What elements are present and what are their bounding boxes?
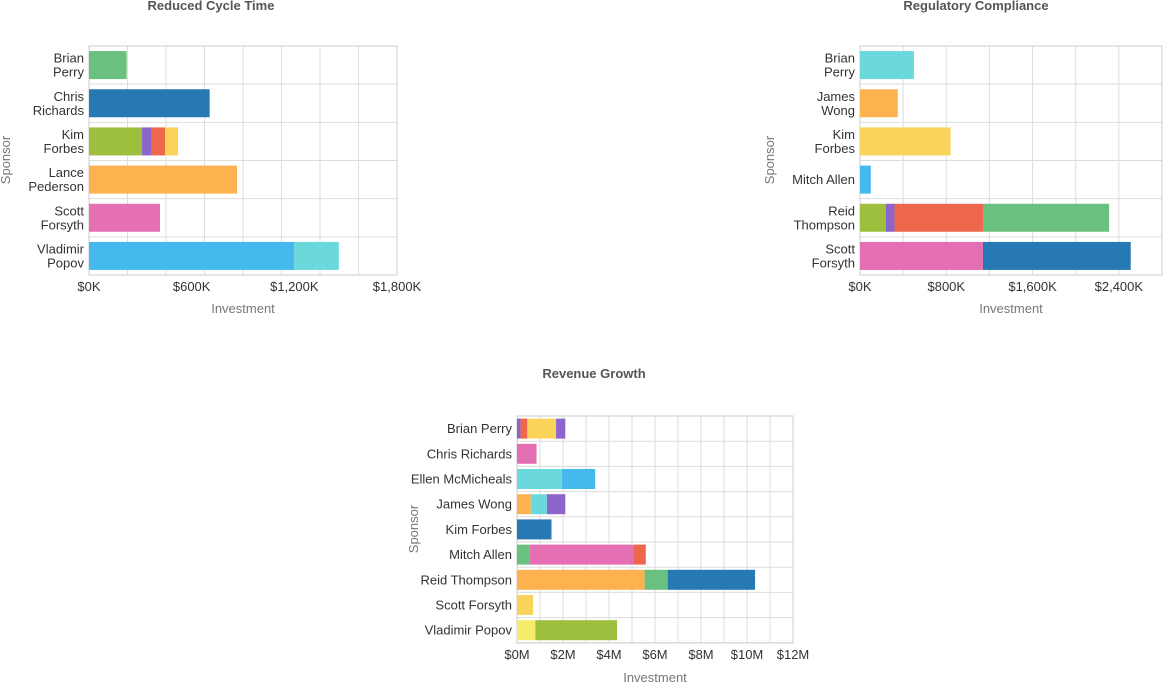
bar-segment[interactable] — [667, 569, 756, 590]
bar-segment[interactable] — [89, 127, 143, 156]
bar-segment[interactable] — [517, 519, 552, 540]
bar-segment[interactable] — [546, 494, 566, 515]
bar-segment[interactable] — [520, 418, 528, 439]
tick-label: $800K — [927, 279, 965, 294]
bar-segment[interactable] — [530, 494, 547, 515]
bar-segment[interactable] — [517, 595, 534, 615]
bar-segment[interactable] — [894, 203, 983, 232]
category-label: Mitch Allen — [792, 172, 855, 187]
tick-label: $600K — [173, 279, 211, 294]
x-axis-title: Investment — [211, 301, 275, 316]
bar-segment[interactable] — [517, 469, 562, 489]
bar-segment[interactable] — [885, 203, 895, 232]
tick-label: $1,800K — [373, 279, 422, 294]
category-label: Vladimir Popov — [425, 623, 513, 638]
category-label: Brian Perry — [824, 51, 856, 80]
category-label: Ellen McMicheals — [411, 472, 513, 487]
bar-segment[interactable] — [982, 203, 1110, 232]
bar-segment[interactable] — [860, 165, 871, 194]
chart-title: Regulatory Compliance — [903, 0, 1048, 13]
bar-segment[interactable] — [535, 620, 618, 641]
x-axis-title: Investment — [979, 301, 1043, 316]
tick-label: $10M — [731, 647, 764, 662]
category-label: Brian Perry — [53, 51, 85, 80]
category-label: Kim Forbes — [815, 127, 856, 156]
tick-label: $2M — [550, 647, 575, 662]
bar-segment[interactable] — [644, 569, 668, 590]
y-axis-title: Sponsor — [762, 135, 777, 184]
category-label: Scott Forsyth — [812, 241, 856, 270]
bar-segment[interactable] — [860, 89, 898, 118]
category-label: Vladimir Popov — [37, 241, 85, 270]
category-label: Brian Perry — [447, 421, 513, 436]
bar-segment[interactable] — [517, 620, 536, 641]
bar-segment[interactable] — [517, 544, 530, 565]
bar-segment[interactable] — [89, 241, 295, 270]
y-axis-title: Sponsor — [406, 504, 421, 553]
tick-label: $1,600K — [1008, 279, 1057, 294]
bar-segment[interactable] — [517, 569, 645, 590]
tick-label: $8M — [688, 647, 713, 662]
bar-segment[interactable] — [517, 418, 521, 439]
tick-label: $2,400K — [1095, 279, 1144, 294]
category-label: Kim Forbes — [446, 522, 513, 537]
tick-label: $6M — [642, 647, 667, 662]
category-label: Chris Richards — [33, 89, 85, 118]
category-label: Scott Forsyth — [41, 203, 85, 232]
y-axis-title: Sponsor — [0, 135, 13, 184]
category-label: Reid Thompson — [794, 203, 855, 232]
tick-label: $12M — [777, 647, 810, 662]
bar-segment[interactable] — [529, 544, 634, 565]
bar-segment[interactable] — [982, 241, 1131, 270]
category-label: Reid Thompson — [420, 572, 512, 587]
bar-segment[interactable] — [860, 51, 914, 80]
bar-segment[interactable] — [151, 127, 166, 156]
chart-title: Revenue Growth — [542, 366, 645, 381]
category-label: Kim Forbes — [44, 127, 85, 156]
tick-label: $1,200K — [270, 279, 319, 294]
bar-segment[interactable] — [294, 241, 339, 270]
tick-label: $4M — [596, 647, 621, 662]
bar-segment[interactable] — [89, 203, 161, 232]
bar-segment[interactable] — [517, 494, 531, 515]
bar-segment[interactable] — [860, 241, 983, 270]
chart-revenue-growth: Revenue Growth Brian Perry Chris Richards E… — [406, 366, 809, 683]
bar-segment[interactable] — [89, 89, 210, 118]
chart-reduced-cycle-time: Reduced Cycle Time Brian Perry Chris Richard… — [0, 0, 422, 316]
bar-segment[interactable] — [89, 165, 238, 194]
chart-regulatory-compliance: Regulatory Compliance Brian Perry James Wong… — [762, 0, 1163, 316]
category-label: Mitch Allen — [449, 547, 512, 562]
category-label: Lance Pederson — [28, 165, 84, 194]
x-axis-title: Investment — [623, 670, 687, 683]
chart-title: Reduced Cycle Time — [148, 0, 275, 13]
bar-segment[interactable] — [517, 443, 537, 464]
category-label: James Wong — [817, 89, 856, 118]
category-label: Scott Forsyth — [435, 598, 512, 613]
bar-segment[interactable] — [89, 51, 127, 80]
bar-segment[interactable] — [860, 127, 951, 156]
tick-label: $0K — [77, 279, 100, 294]
bar-segment[interactable] — [860, 203, 886, 232]
tick-label: $0K — [848, 279, 871, 294]
bar-segment[interactable] — [556, 418, 566, 439]
category-label: James Wong — [436, 497, 512, 512]
category-label: Chris Richards — [427, 446, 513, 461]
tick-label: $0M — [504, 647, 529, 662]
plot-frame — [859, 45, 1163, 276]
bar-segment[interactable] — [527, 418, 557, 439]
bar-segment[interactable] — [142, 127, 152, 156]
plot-frame — [88, 45, 398, 276]
bar-segment[interactable] — [165, 127, 178, 156]
bar-segment[interactable] — [633, 544, 646, 565]
bar-segment[interactable] — [561, 469, 596, 489]
